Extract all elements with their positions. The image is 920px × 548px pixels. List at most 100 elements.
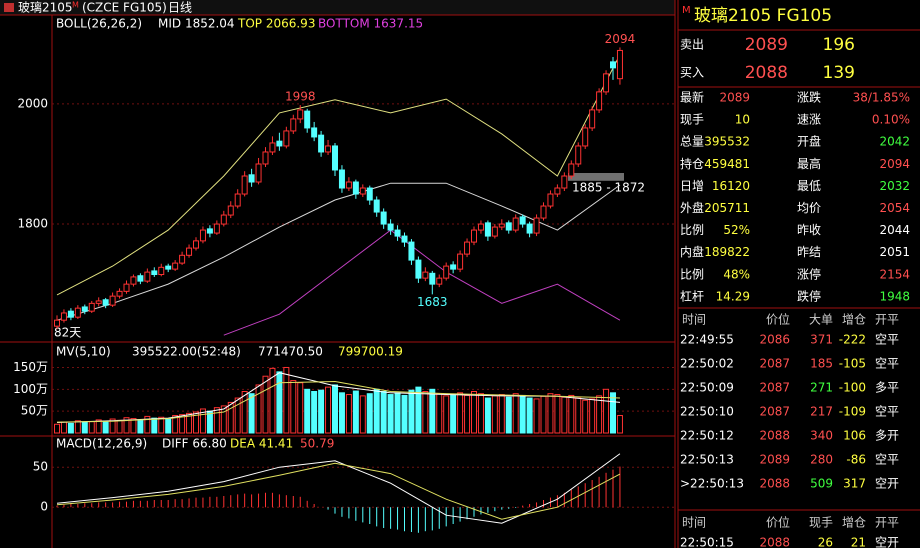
candle-body bbox=[179, 254, 186, 264]
volume-bar bbox=[151, 417, 158, 434]
candle-body bbox=[318, 134, 325, 153]
candle-body bbox=[512, 217, 519, 231]
candle-body bbox=[554, 187, 561, 195]
volume-bar bbox=[484, 397, 491, 434]
stat-label: 最高 bbox=[797, 156, 821, 171]
volume-bar bbox=[457, 392, 464, 434]
volume-bar bbox=[172, 415, 179, 434]
stat-value: 459481 bbox=[704, 157, 750, 171]
volume-bar bbox=[429, 388, 436, 434]
quote-price: 2089 bbox=[745, 35, 788, 55]
volume-bar bbox=[227, 401, 234, 434]
table-cell: -86 bbox=[846, 453, 866, 467]
volume-bar bbox=[394, 392, 401, 434]
table-cell: 2087 bbox=[759, 357, 790, 371]
stat-label: 涨跌 bbox=[797, 90, 821, 105]
stat-value: 2051 bbox=[879, 245, 910, 259]
volume-bar bbox=[311, 391, 318, 434]
volume-bar bbox=[144, 415, 151, 434]
candle-body bbox=[60, 312, 67, 321]
table-cell: -109 bbox=[839, 405, 866, 419]
candle-body bbox=[325, 145, 332, 153]
volume-bar bbox=[269, 367, 276, 434]
stat-label: 速涨 bbox=[797, 112, 821, 127]
volume-bar bbox=[596, 395, 603, 434]
candle-body bbox=[394, 229, 401, 237]
volume-bar bbox=[109, 418, 116, 434]
symbol: 玻璃2105 bbox=[18, 1, 73, 15]
dea: DEA 41.41 bbox=[230, 437, 293, 451]
price-annotation: 1683 bbox=[417, 295, 448, 309]
candle-body bbox=[227, 205, 234, 216]
volume-bar bbox=[477, 393, 484, 434]
table-cell: 空平 bbox=[875, 357, 899, 371]
stat-value: 2154 bbox=[879, 267, 910, 281]
volume-bar bbox=[616, 415, 623, 434]
table-cell: -100 bbox=[839, 381, 866, 395]
candle-body bbox=[248, 174, 255, 183]
volume-bar bbox=[95, 419, 102, 434]
stat-value: 2044 bbox=[879, 223, 910, 237]
table-cell: 22:50:12 bbox=[680, 429, 734, 443]
candle-body bbox=[234, 193, 241, 207]
table-cell: 340 bbox=[810, 429, 833, 443]
volume-bar bbox=[213, 407, 220, 434]
volume-bar bbox=[130, 418, 137, 434]
stat-label: 杠杆 bbox=[680, 288, 704, 303]
candle-body bbox=[589, 109, 596, 129]
candle-body bbox=[81, 306, 88, 312]
candle-body bbox=[206, 228, 213, 234]
table-cell: 空平 bbox=[875, 333, 899, 347]
range-label: 1885 - 1872 bbox=[572, 181, 645, 195]
quote-volume: 139 bbox=[823, 63, 855, 83]
candle-body bbox=[616, 49, 623, 80]
y-tick-label: 150万 bbox=[13, 360, 48, 374]
candle-body bbox=[137, 275, 144, 282]
stat-value: 10 bbox=[735, 113, 750, 127]
candle-body bbox=[352, 181, 359, 195]
candle-body bbox=[123, 283, 130, 292]
table-cell: 2086 bbox=[759, 333, 790, 347]
candle-body bbox=[102, 299, 109, 306]
table-cell: 26 bbox=[818, 536, 833, 548]
volume-bar bbox=[519, 394, 526, 434]
price-annotation: 2094 bbox=[605, 32, 636, 46]
volume-bar bbox=[575, 397, 582, 434]
table-cell: 106 bbox=[843, 429, 866, 443]
volume-bar bbox=[491, 395, 498, 434]
candle-body bbox=[526, 223, 533, 234]
candle-body bbox=[67, 310, 74, 318]
volume-bar bbox=[283, 366, 290, 434]
stat-value: 38/1.85% bbox=[853, 91, 910, 105]
candle-body bbox=[610, 61, 616, 69]
stat-label: 涨停 bbox=[797, 266, 821, 281]
y-tick-label: 50万 bbox=[21, 404, 48, 418]
days: 82天 bbox=[54, 326, 81, 340]
candle-body bbox=[345, 181, 352, 189]
table-header: 增仓 bbox=[842, 313, 866, 327]
candle-body bbox=[338, 169, 345, 189]
volume-bar bbox=[498, 394, 505, 434]
volume-bar bbox=[443, 395, 450, 434]
volume-bar bbox=[422, 391, 429, 434]
side-title: 玻璃2105 FG105 bbox=[694, 6, 832, 26]
table-cell: -105 bbox=[839, 357, 866, 371]
volume-bar bbox=[415, 386, 422, 434]
candle-body bbox=[199, 229, 206, 242]
table-cell: 2089 bbox=[759, 453, 790, 467]
candle-body bbox=[422, 271, 429, 279]
y-tick-label: 50 bbox=[33, 460, 48, 474]
volume-bar bbox=[512, 393, 519, 434]
candle-body bbox=[582, 127, 589, 147]
candle-body bbox=[186, 247, 193, 256]
volume-bar bbox=[241, 391, 248, 434]
table-cell: 2088 bbox=[759, 477, 790, 491]
volume-bar bbox=[387, 394, 394, 434]
candle-body bbox=[269, 142, 276, 153]
candle-body bbox=[241, 175, 248, 195]
candle-body bbox=[172, 262, 179, 270]
y-tick-label: 0 bbox=[40, 500, 48, 514]
candle-body bbox=[415, 259, 422, 279]
